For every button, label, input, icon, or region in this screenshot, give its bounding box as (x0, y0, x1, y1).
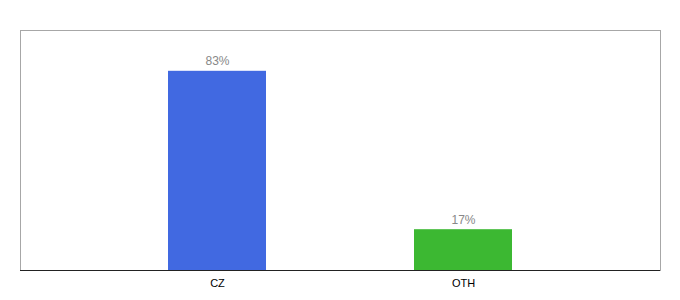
svg-text:83%: 83% (205, 54, 229, 68)
svg-text:CZ: CZ (210, 277, 225, 289)
svg-text:OTH: OTH (452, 277, 475, 289)
svg-text:17%: 17% (451, 213, 475, 227)
